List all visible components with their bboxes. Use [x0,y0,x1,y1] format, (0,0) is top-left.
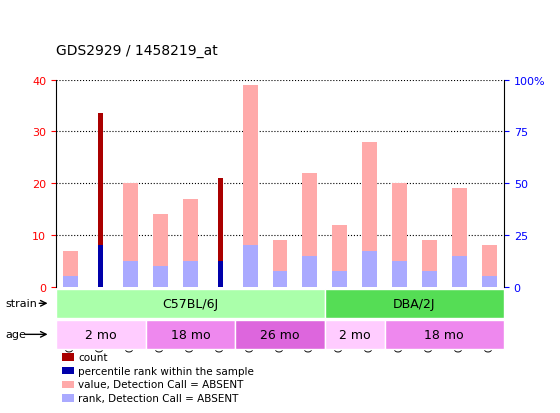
Text: 2 mo: 2 mo [85,328,116,341]
Bar [385,320,504,349]
Bar [452,189,466,287]
Bar [56,320,146,349]
Bar [482,246,497,287]
Bar [146,320,235,349]
Text: GDS2929 / 1458219_at: GDS2929 / 1458219_at [56,43,218,57]
Text: percentile rank within the sample: percentile rank within the sample [78,366,254,376]
Text: count: count [78,352,108,362]
Bar [242,85,258,287]
Bar [98,246,104,287]
Text: value, Detection Call = ABSENT: value, Detection Call = ABSENT [78,380,244,389]
Bar [183,199,198,287]
Bar [482,277,497,287]
Text: 26 mo: 26 mo [260,328,300,341]
Bar [183,261,198,287]
Bar [362,251,377,287]
Text: C57BL/6J: C57BL/6J [162,297,218,310]
Bar [452,256,466,287]
Bar [422,272,437,287]
Bar [218,178,223,287]
Text: age: age [6,330,26,339]
Bar [98,114,104,287]
Bar [235,320,325,349]
Text: strain: strain [6,299,38,309]
Bar [273,272,287,287]
Bar [218,261,223,287]
Text: 18 mo: 18 mo [171,328,210,341]
Bar [153,215,168,287]
Bar [56,289,325,318]
Bar [422,240,437,287]
Bar [325,289,504,318]
Bar [302,173,318,287]
Bar [332,225,347,287]
Text: 18 mo: 18 mo [424,328,464,341]
Bar [242,246,258,287]
Bar [302,256,318,287]
Bar [123,261,138,287]
Bar [392,261,407,287]
Bar [63,277,78,287]
Bar [362,142,377,287]
Bar [332,272,347,287]
Bar [63,251,78,287]
Bar [325,320,385,349]
Bar [273,240,287,287]
Bar [392,184,407,287]
Text: DBA/2J: DBA/2J [393,297,436,310]
Text: rank, Detection Call = ABSENT: rank, Detection Call = ABSENT [78,393,239,403]
Bar [123,184,138,287]
Text: 2 mo: 2 mo [339,328,371,341]
Bar [153,266,168,287]
